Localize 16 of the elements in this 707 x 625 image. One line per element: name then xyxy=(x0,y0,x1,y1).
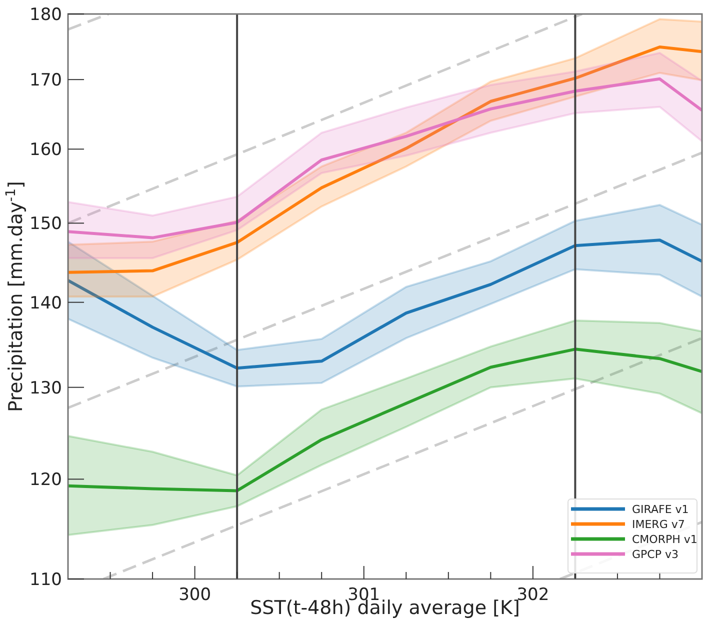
y-tick-label: 150 xyxy=(30,214,62,234)
y-tick-label: 160 xyxy=(30,140,62,160)
y-tick-label: 170 xyxy=(30,70,62,91)
line-series xyxy=(68,348,702,492)
line-series xyxy=(68,238,702,370)
y-tick-label: 180 xyxy=(30,5,62,25)
legend-label: IMERG v7 xyxy=(632,518,685,531)
line-series xyxy=(68,77,702,240)
x-tick-label: 300 xyxy=(178,585,212,605)
legend-label: GPCP v3 xyxy=(632,548,678,561)
legend-label: GIRAFE v1 xyxy=(632,503,689,516)
y-tick-label: 110 xyxy=(30,570,62,590)
y-tick-label: 120 xyxy=(30,470,62,490)
legend-label: CMORPH v1 xyxy=(632,533,698,546)
y-tick-label: 130 xyxy=(30,378,62,398)
y-tick-label: 140 xyxy=(30,293,62,314)
